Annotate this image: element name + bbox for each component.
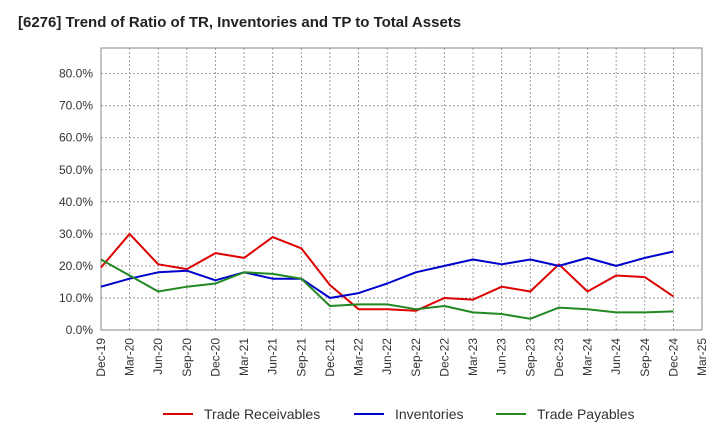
x-tick-label: Sep-22 [409,338,423,377]
x-tick-label: Jun-23 [495,338,509,375]
legend-label: Trade Receivables [204,406,320,422]
x-tick-label: Dec-22 [437,338,451,377]
series-line-trade-receivables [100,232,674,312]
x-tick-label: Mar-23 [466,338,480,376]
x-tick-label: Jun-21 [266,338,280,375]
y-tick-label: 0.0% [66,323,94,337]
x-tick-label: Mar-21 [237,338,251,376]
y-tick-label: 30.0% [59,227,93,241]
x-tick-label: Dec-21 [323,338,337,377]
x-tick-label: Mar-22 [352,338,366,376]
series-line-trade-payables [100,258,674,320]
y-tick-label: 60.0% [59,131,93,145]
x-tick-label: Dec-24 [666,338,680,377]
x-tick-label: Sep-24 [638,338,652,377]
x-tick-label: Dec-19 [94,338,108,377]
x-tick-label: Jun-24 [609,338,623,375]
x-tick-label: Sep-23 [523,338,537,377]
x-tick-label: Dec-20 [208,338,222,377]
legend-label: Trade Payables [537,406,635,422]
y-tick-label: 50.0% [59,163,93,177]
x-tick-label: Mar-24 [581,338,595,376]
x-tick-label: Dec-23 [552,338,566,377]
x-tick-label: Sep-20 [180,338,194,377]
series-line-inventories [100,250,674,299]
y-tick-label: 40.0% [59,195,93,209]
legend-label: Inventories [395,406,463,422]
x-tick-label: Mar-25 [695,338,709,376]
x-tick-label: Mar-20 [123,338,137,376]
x-tick-label: Sep-21 [294,338,308,377]
x-tick-label: Jun-22 [380,338,394,375]
plot-area [100,47,703,331]
x-tick-label: Jun-20 [151,338,165,375]
chart-title: [6276] Trend of Ratio of TR, Inventories… [18,14,462,31]
y-tick-label: 20.0% [59,259,93,273]
y-tick-label: 80.0% [59,67,93,81]
y-tick-label: 10.0% [59,291,93,305]
y-tick-label: 70.0% [59,99,93,113]
